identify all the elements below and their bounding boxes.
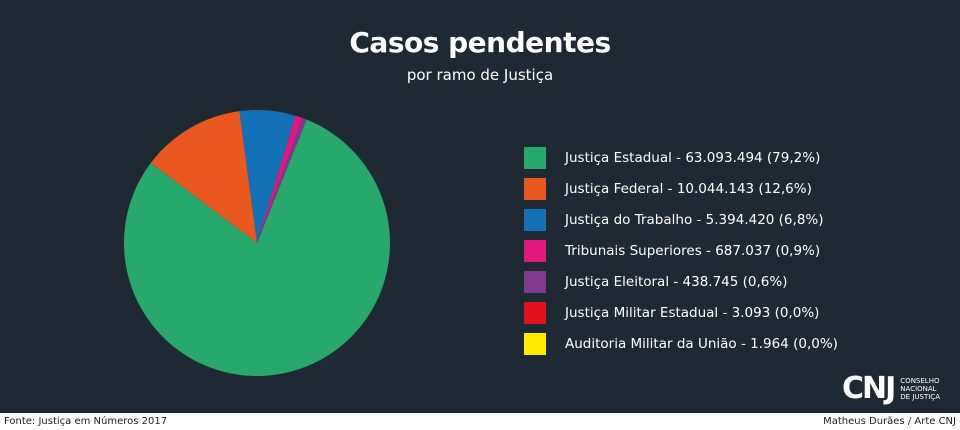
logo-mark: CNJ [842, 371, 896, 406]
legend-swatch [524, 239, 546, 262]
legend-item-justica-militar-estadual: Justiça Militar Estadual - 3.093 (0,0%) [524, 297, 838, 328]
logo-text: CONSELHO NACIONAL DE JUSTIÇA [900, 377, 960, 401]
pie-slice-justica-federal [150, 111, 257, 243]
credit-note: Matheus Durães / Arte CNJ [823, 416, 956, 427]
chart-title: Casos pendentes [349, 26, 611, 59]
legend-swatch [524, 208, 546, 231]
legend-label: Auditoria Militar da União - 1.964 (0,0%… [565, 335, 838, 352]
legend-item-justica-eleitoral: Justiça Eleitoral - 438.745 (0,6%) [524, 266, 838, 297]
footer: Fonte: Justiça em Números 2017 Matheus D… [0, 413, 960, 430]
legend: Justiça Estadual - 63.093.494 (79,2%) Ju… [524, 142, 838, 359]
legend-label: Justiça Militar Estadual - 3.093 (0,0%) [565, 304, 820, 321]
pie-chart [124, 110, 391, 376]
legend-swatch [524, 146, 546, 169]
legend-item-auditoria-militar-da-uniao: Auditoria Militar da União - 1.964 (0,0%… [524, 328, 838, 359]
pie-slice-tribunais-superiores [257, 115, 303, 243]
logo-line: NACIONAL [900, 385, 937, 393]
legend-item-justica-do-trabalho: Justiça do Trabalho - 5.394.420 (6,8%) [524, 204, 838, 235]
pie-slice-justica-do-trabalho [239, 110, 296, 243]
pie-slice-auditoria-militar-da-uniao [257, 119, 307, 243]
legend-label: Justiça do Trabalho - 5.394.420 (6,8%) [565, 211, 824, 228]
legend-label: Justiça Eleitoral - 438.745 (0,6%) [565, 273, 788, 290]
logo-line: DE JUSTIÇA [900, 393, 940, 401]
legend-swatch [524, 270, 546, 293]
cnj-logo: CNJ CONSELHO NACIONAL DE JUSTIÇA [842, 374, 960, 404]
chart-subtitle: por ramo de Justiça [406, 66, 554, 84]
legend-swatch [524, 301, 546, 324]
legend-label: Tribunais Superiores - 687.037 (0,9%) [565, 242, 821, 259]
legend-label: Justiça Estadual - 63.093.494 (79,2%) [565, 149, 821, 166]
legend-item-justica-federal: Justiça Federal - 10.044.143 (12,6%) [524, 173, 838, 204]
legend-label: Justiça Federal - 10.044.143 (12,6%) [565, 180, 812, 197]
pie-slice-justica-militar-estadual [257, 119, 307, 243]
source-note: Fonte: Justiça em Números 2017 [4, 416, 168, 427]
legend-swatch [524, 332, 546, 355]
pie-slice-justica-estadual [124, 119, 391, 376]
legend-swatch [524, 177, 546, 200]
pie-slice-justica-eleitoral [257, 117, 307, 243]
logo-line: CONSELHO [900, 377, 940, 385]
legend-item-justica-estadual: Justiça Estadual - 63.093.494 (79,2%) [524, 142, 838, 173]
legend-item-tribunais-superiores: Tribunais Superiores - 687.037 (0,9%) [524, 235, 838, 266]
chart-panel: Casos pendentes por ramo de Justiça Just… [0, 0, 960, 413]
